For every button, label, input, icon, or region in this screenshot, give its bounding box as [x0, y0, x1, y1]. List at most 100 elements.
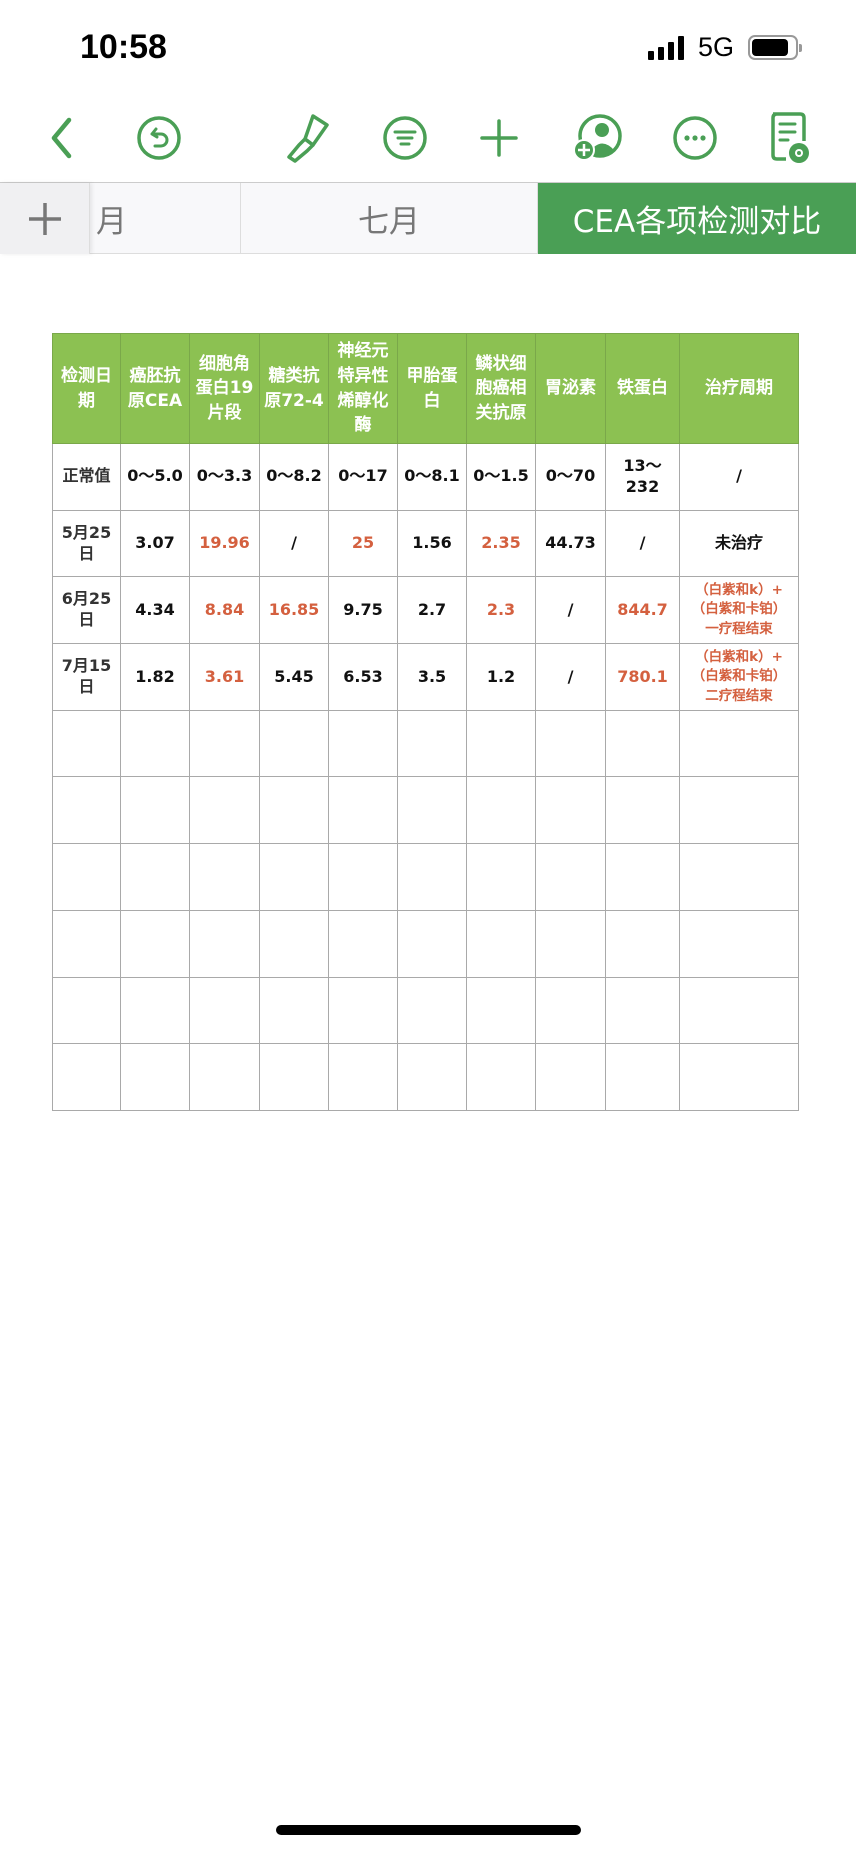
empty-cell[interactable]: [120, 709, 190, 778]
insert-button[interactable]: [469, 108, 529, 168]
table-cell[interactable]: 4.34: [120, 576, 190, 645]
empty-cell[interactable]: [189, 909, 260, 978]
empty-cell[interactable]: [328, 776, 398, 845]
column-header[interactable]: 鳞状细胞癌相关抗原: [466, 333, 536, 444]
table-cell[interactable]: 25: [328, 509, 398, 578]
table-cell[interactable]: 0～17: [328, 443, 398, 511]
row-label-cell[interactable]: 7月15日: [52, 643, 121, 711]
column-header[interactable]: 铁蛋白: [605, 333, 680, 444]
row-label-cell[interactable]: 5月25日: [52, 509, 121, 578]
empty-cell[interactable]: [679, 709, 799, 778]
undo-button[interactable]: [129, 108, 189, 168]
empty-cell[interactable]: [52, 709, 121, 778]
table-cell[interactable]: 0～70: [535, 443, 606, 511]
table-cell[interactable]: 0～8.1: [397, 443, 467, 511]
empty-cell[interactable]: [466, 709, 536, 778]
table-cell[interactable]: 9.75: [328, 576, 398, 645]
table-cell[interactable]: 780.1: [605, 643, 680, 711]
column-header[interactable]: 胃泌素: [535, 333, 606, 444]
empty-cell[interactable]: [328, 709, 398, 778]
empty-cell[interactable]: [328, 843, 398, 911]
column-header[interactable]: 糖类抗原72-4: [259, 333, 329, 444]
home-indicator[interactable]: [276, 1825, 581, 1835]
empty-cell[interactable]: [535, 976, 606, 1045]
empty-cell[interactable]: [397, 843, 467, 911]
table-cell[interactable]: 0～8.2: [259, 443, 329, 511]
view-document-button[interactable]: [760, 108, 820, 168]
empty-cell[interactable]: [52, 1043, 121, 1111]
table-cell[interactable]: 19.96: [189, 509, 260, 578]
table-cell[interactable]: 2.35: [466, 509, 536, 578]
empty-cell[interactable]: [679, 776, 799, 845]
column-header[interactable]: 癌胚抗原CEA: [120, 333, 190, 444]
empty-cell[interactable]: [466, 843, 536, 911]
empty-cell[interactable]: [605, 843, 680, 911]
empty-cell[interactable]: [189, 776, 260, 845]
empty-cell[interactable]: [259, 909, 329, 978]
empty-cell[interactable]: [397, 776, 467, 845]
empty-cell[interactable]: [466, 776, 536, 845]
empty-cell[interactable]: [466, 909, 536, 978]
table-cell[interactable]: 2.7: [397, 576, 467, 645]
empty-cell[interactable]: [120, 909, 190, 978]
empty-cell[interactable]: [120, 976, 190, 1045]
table-cell[interactable]: 44.73: [535, 509, 606, 578]
table-cell[interactable]: 0～3.3: [189, 443, 260, 511]
table-cell[interactable]: 3.07: [120, 509, 190, 578]
empty-cell[interactable]: [535, 709, 606, 778]
empty-cell[interactable]: [52, 776, 121, 845]
empty-cell[interactable]: [605, 976, 680, 1045]
empty-cell[interactable]: [397, 1043, 467, 1111]
empty-cell[interactable]: [679, 843, 799, 911]
table-cell[interactable]: 2.3: [466, 576, 536, 645]
empty-cell[interactable]: [328, 909, 398, 978]
empty-cell[interactable]: [605, 909, 680, 978]
column-header[interactable]: 甲胎蛋白: [397, 333, 467, 444]
empty-cell[interactable]: [535, 843, 606, 911]
empty-cell[interactable]: [259, 709, 329, 778]
column-header[interactable]: 神经元特异性烯醇化酶: [328, 333, 398, 444]
table-cell[interactable]: /: [259, 509, 329, 578]
empty-cell[interactable]: [605, 709, 680, 778]
tab-july[interactable]: 七月: [241, 183, 538, 254]
empty-cell[interactable]: [259, 976, 329, 1045]
empty-cell[interactable]: [189, 976, 260, 1045]
table-cell[interactable]: 0～5.0: [120, 443, 190, 511]
table-cell[interactable]: /: [605, 509, 680, 578]
empty-cell[interactable]: [397, 709, 467, 778]
empty-cell[interactable]: [52, 843, 121, 911]
empty-cell[interactable]: [605, 776, 680, 845]
table-cell[interactable]: （白紫和k）+ （白紫和卡铂） 一疗程结束: [679, 576, 799, 645]
empty-cell[interactable]: [397, 976, 467, 1045]
empty-cell[interactable]: [679, 976, 799, 1045]
table-cell[interactable]: /: [535, 576, 606, 645]
empty-cell[interactable]: [679, 909, 799, 978]
filter-button[interactable]: [375, 108, 435, 168]
table-cell[interactable]: /: [535, 643, 606, 711]
table-cell[interactable]: 未治疗: [679, 509, 799, 578]
table-cell[interactable]: 8.84: [189, 576, 260, 645]
empty-cell[interactable]: [535, 776, 606, 845]
table-cell[interactable]: 3.5: [397, 643, 467, 711]
empty-cell[interactable]: [120, 776, 190, 845]
add-collaborator-button[interactable]: [567, 108, 627, 168]
table-cell[interactable]: 844.7: [605, 576, 680, 645]
table-cell[interactable]: 1.2: [466, 643, 536, 711]
empty-cell[interactable]: [189, 709, 260, 778]
empty-cell[interactable]: [189, 1043, 260, 1111]
empty-cell[interactable]: [328, 1043, 398, 1111]
empty-cell[interactable]: [466, 1043, 536, 1111]
empty-cell[interactable]: [52, 909, 121, 978]
table-cell[interactable]: 6.53: [328, 643, 398, 711]
format-brush-button[interactable]: [277, 108, 337, 168]
empty-cell[interactable]: [259, 776, 329, 845]
column-header[interactable]: 细胞角蛋白19片段: [189, 333, 260, 444]
table-cell[interactable]: 1.82: [120, 643, 190, 711]
tab-cea-comparison[interactable]: CEA各项检测对比: [538, 183, 856, 254]
table-cell[interactable]: 16.85: [259, 576, 329, 645]
empty-cell[interactable]: [679, 1043, 799, 1111]
empty-cell[interactable]: [259, 1043, 329, 1111]
row-label-cell[interactable]: 6月25日: [52, 576, 121, 645]
empty-cell[interactable]: [189, 843, 260, 911]
column-header[interactable]: 检测日期: [52, 333, 121, 444]
